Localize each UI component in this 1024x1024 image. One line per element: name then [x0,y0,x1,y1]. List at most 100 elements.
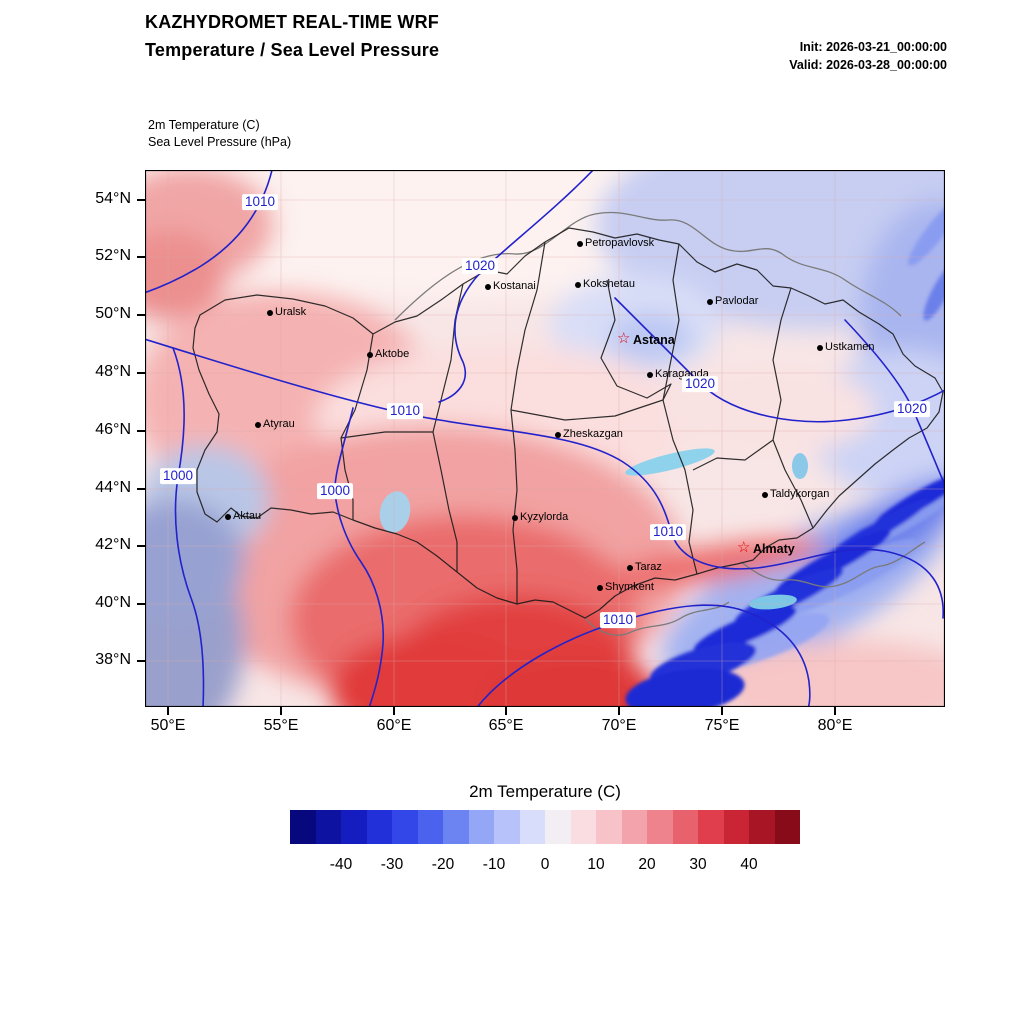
lat-tick-mark [137,603,145,605]
lon-tick-mark [505,707,507,715]
lat-tick-mark [137,430,145,432]
lat-tick-label: 40°N [95,594,131,611]
city-label: Kyzylorda [520,511,569,523]
lon-tick-mark [618,707,620,715]
page-subtitle: Temperature / Sea Level Pressure [145,40,440,60]
city-dot-icon [367,352,373,358]
lon-tick-label: 60°E [376,717,412,734]
city-label: Aktau [233,510,262,522]
city-label: Kokshetau [583,278,635,290]
pressure-contour-label: 1000 [159,468,197,485]
lat-tick-mark [137,314,145,316]
city-dot-icon [485,284,491,290]
city-label: Kostanai [493,280,536,292]
lat-tick-mark [137,660,145,662]
colorbar-title: 2m Temperature (C) [469,782,621,801]
city-label: Ustkamen [825,341,875,353]
colorbar-tick-label: 20 [638,856,656,873]
colorbar-segment [290,810,316,844]
city-dot-icon [577,241,583,247]
page-title: KAZHYDROMET REAL-TIME WRF [145,12,439,32]
lon-tick-label: 75°E [704,717,740,734]
colorbar-segment [723,810,749,844]
colorbar-segment [672,810,698,844]
lon-tick-label: 80°E [817,717,853,734]
capital-star-icon: ☆ [617,330,631,347]
city-dot-icon [817,345,823,351]
pressure-contour-label: 1000 [316,483,354,500]
lat-tick-label: 46°N [95,421,131,438]
city-dot-icon [627,565,633,571]
colorbar-segment [315,810,341,844]
colorbar-segment [468,810,494,844]
city-label: Petropavlovsk [585,237,655,249]
colorbar-tick-label: 40 [740,856,758,873]
colorbar-tick-label: 30 [689,856,707,873]
colorbar-segment [519,810,545,844]
colorbar-segment [647,810,673,844]
city-dot-icon [762,492,768,498]
city-label: Aktobe [375,348,410,360]
colorbar-segment [570,810,596,844]
colorbar-segment [596,810,622,844]
city-label: Atyrau [263,418,295,430]
lat-tick-label: 54°N [95,190,131,207]
city-label: Shymkent [605,581,654,593]
colorbar-tick-label: -20 [431,856,455,873]
pressure-contour-label: 1020 [893,401,931,418]
capital-label: Astana [633,333,675,347]
map-frame [145,170,945,707]
lat-tick-mark [137,256,145,258]
graticule [145,170,945,707]
lon-tick-mark [393,707,395,715]
city-dot-icon [555,432,561,438]
city-dot-icon [647,372,653,378]
lon-tick-label: 70°E [601,717,637,734]
kazakhstan-borders [192,227,944,619]
colorbar-tick-label: 10 [587,856,605,873]
lon-tick-label: 65°E [488,717,524,734]
capital-label: Almaty [753,542,795,556]
lat-tick-label: 50°N [95,305,131,322]
foreign-borders [394,211,926,636]
city-dot-icon [225,514,231,520]
city-dot-icon [707,299,713,305]
city-dot-icon [255,422,261,428]
colorbar-segment [392,810,418,844]
field-label-temperature: 2m Temperature (C) [148,118,260,132]
city-label: Uralsk [275,306,307,318]
city-label: Zheskazgan [563,428,623,440]
colorbar-segment [545,810,571,844]
lon-tick-label: 55°E [263,717,299,734]
lat-tick-label: 52°N [95,247,131,264]
lat-tick-label: 44°N [95,479,131,496]
pressure-contour-label: 1010 [599,612,637,629]
city-dot-icon [575,282,581,288]
pressure-contour-label: 1020 [681,376,719,393]
header-titles: KAZHYDROMET REAL-TIME WRF Temperature / … [145,8,439,64]
colorbar-segment [341,810,367,844]
lat-tick-mark [137,199,145,201]
pressure-contours [145,170,945,707]
colorbar-segment [749,810,775,844]
capital-star-icon: ☆ [737,539,751,556]
lon-tick-mark [834,707,836,715]
lat-tick-label: 48°N [95,363,131,380]
lon-tick-label: 50°E [150,717,186,734]
lat-tick-mark [137,372,145,374]
pressure-contour-label: 1020 [461,258,499,275]
pressure-contour-label: 1010 [649,524,687,541]
lat-tick-mark [137,545,145,547]
colorbar [290,810,800,844]
city-dot-icon [267,310,273,316]
colorbar-segment [494,810,520,844]
map-canvas [145,170,945,707]
colorbar-segment [774,810,800,844]
colorbar-segment [366,810,392,844]
init-time: Init: 2026-03-21_00:00:00 [799,40,947,54]
lat-tick-label: 42°N [95,536,131,553]
colorbar-tick-label: 0 [540,856,550,873]
field-info: 2m Temperature (C) Sea Level Pressure (h… [148,117,291,151]
city-label: Taldykorgan [770,488,830,500]
